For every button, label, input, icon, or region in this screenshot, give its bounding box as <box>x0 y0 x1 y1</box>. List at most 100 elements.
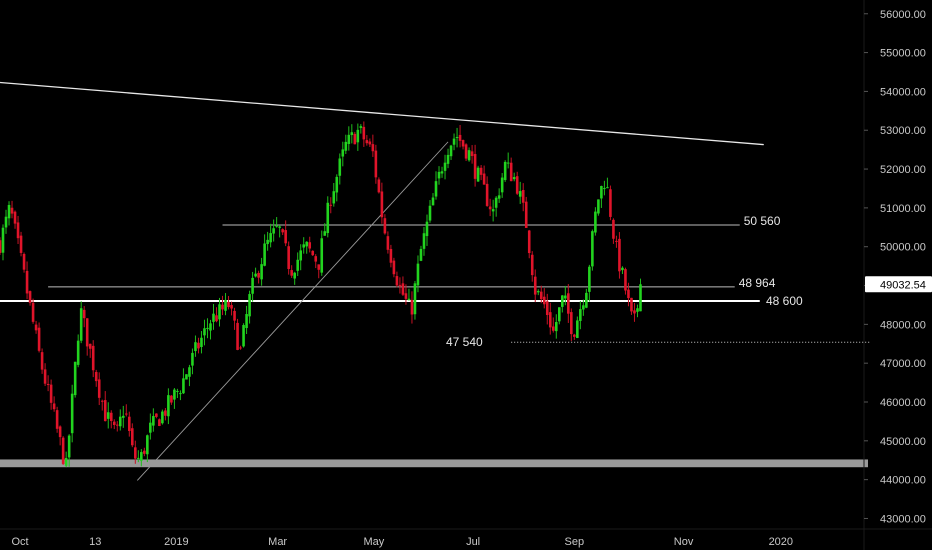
candle-body <box>347 134 351 144</box>
candle-body <box>85 318 89 347</box>
candle-body <box>55 410 59 429</box>
candle <box>73 361 77 398</box>
candle-body <box>407 298 411 301</box>
candle-body <box>242 325 245 347</box>
candle-body <box>476 167 480 182</box>
candle <box>476 165 480 182</box>
candle-body <box>248 294 251 317</box>
candle-body <box>182 378 185 394</box>
candle-body <box>281 229 284 233</box>
candle-body <box>191 352 194 366</box>
candle-body <box>359 126 363 128</box>
candle <box>140 449 143 467</box>
candle <box>242 323 245 348</box>
candle-body <box>4 216 8 228</box>
candle-body <box>203 328 206 336</box>
candle-body <box>473 154 477 179</box>
candle <box>404 284 408 305</box>
candle <box>149 413 152 440</box>
candle-body <box>79 308 83 341</box>
candle <box>374 144 378 184</box>
candle-body <box>636 308 639 312</box>
candle-body <box>630 297 633 312</box>
candle <box>494 196 498 217</box>
candle-body <box>10 207 14 214</box>
candle <box>155 413 158 419</box>
candle <box>124 404 128 417</box>
candle <box>176 388 179 399</box>
candle-body <box>109 412 113 422</box>
price-tick-label: 50000.00 <box>880 242 926 254</box>
time-tick-label: Mar <box>268 536 287 548</box>
candle <box>425 214 429 246</box>
candle <box>479 165 483 181</box>
candle <box>227 295 230 310</box>
candle <box>308 236 312 253</box>
candle <box>551 317 555 333</box>
candle <box>609 185 612 221</box>
candle <box>118 409 122 431</box>
candle <box>167 388 170 425</box>
candle-body <box>482 173 486 185</box>
candle <box>356 123 360 151</box>
candle-body <box>554 322 558 332</box>
candle-body <box>401 283 405 295</box>
candle-body <box>22 253 26 270</box>
candle-body <box>606 187 609 189</box>
candle <box>22 252 26 273</box>
candle <box>362 121 366 147</box>
candle-body <box>548 312 552 328</box>
candle <box>542 288 546 309</box>
candle-body <box>530 254 534 276</box>
candle-body <box>320 238 324 273</box>
candle <box>422 227 426 256</box>
candle <box>524 196 528 228</box>
candle-body <box>561 295 564 307</box>
candle <box>94 369 98 387</box>
candle <box>16 215 20 244</box>
candle-body <box>37 327 41 351</box>
candle <box>4 209 8 234</box>
candle <box>143 447 146 457</box>
candle <box>134 440 137 464</box>
time-tick-label: Jul <box>466 536 480 548</box>
candle-body <box>425 221 429 237</box>
candle-body <box>43 369 47 384</box>
candle <box>338 153 342 185</box>
candle-body <box>344 141 348 151</box>
candle-body <box>434 181 438 197</box>
candle <box>91 340 95 378</box>
price-tick-label: 47000.00 <box>880 358 926 370</box>
last-price-tag: 49032.54 <box>865 276 932 293</box>
candle-body <box>131 428 134 446</box>
candle <box>61 436 65 465</box>
candle-body <box>509 162 513 182</box>
candle-body <box>518 191 522 197</box>
candle-body <box>278 226 281 228</box>
support-band-layer <box>0 459 868 468</box>
price-tick-label: 43000.00 <box>880 513 926 525</box>
candle-body <box>112 421 116 425</box>
candle <box>449 144 453 160</box>
candle <box>128 411 131 437</box>
candle-body <box>500 177 504 193</box>
time-axis[interactable]: Oct 13 2019 Mar May Jul Sep Nov 2020 <box>0 528 932 548</box>
candle-body <box>185 374 188 380</box>
candle <box>536 289 540 296</box>
candle <box>579 301 582 330</box>
candle-body <box>137 457 140 459</box>
time-tick-label: Sep <box>565 536 585 548</box>
candle-body <box>398 284 402 286</box>
candle-body <box>413 283 417 315</box>
candle-body <box>13 211 17 224</box>
candle-body <box>371 144 375 152</box>
candle-body <box>58 426 62 438</box>
candle <box>443 154 447 180</box>
candle <box>639 278 642 312</box>
time-tick-label: 2020 <box>769 536 793 548</box>
candle-body <box>88 343 92 349</box>
candle <box>37 322 41 353</box>
candle-body <box>557 307 561 322</box>
candle <box>224 293 227 316</box>
